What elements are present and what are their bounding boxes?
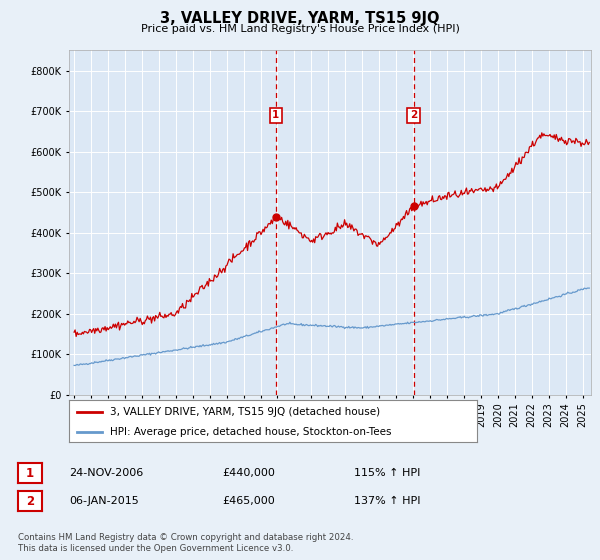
Text: HPI: Average price, detached house, Stockton-on-Tees: HPI: Average price, detached house, Stoc… bbox=[110, 427, 391, 437]
Text: 3, VALLEY DRIVE, YARM, TS15 9JQ: 3, VALLEY DRIVE, YARM, TS15 9JQ bbox=[160, 11, 440, 26]
Text: Price paid vs. HM Land Registry's House Price Index (HPI): Price paid vs. HM Land Registry's House … bbox=[140, 24, 460, 34]
Text: 24-NOV-2006: 24-NOV-2006 bbox=[69, 468, 143, 478]
Text: 2: 2 bbox=[26, 494, 34, 508]
Text: 137% ↑ HPI: 137% ↑ HPI bbox=[354, 496, 421, 506]
Text: 3, VALLEY DRIVE, YARM, TS15 9JQ (detached house): 3, VALLEY DRIVE, YARM, TS15 9JQ (detache… bbox=[110, 407, 380, 417]
Text: 2: 2 bbox=[410, 110, 417, 120]
Text: 1: 1 bbox=[272, 110, 280, 120]
Text: £440,000: £440,000 bbox=[222, 468, 275, 478]
Text: 1: 1 bbox=[26, 466, 34, 480]
Text: £465,000: £465,000 bbox=[222, 496, 275, 506]
Text: 06-JAN-2015: 06-JAN-2015 bbox=[69, 496, 139, 506]
Text: 115% ↑ HPI: 115% ↑ HPI bbox=[354, 468, 421, 478]
Text: Contains HM Land Registry data © Crown copyright and database right 2024.
This d: Contains HM Land Registry data © Crown c… bbox=[18, 533, 353, 553]
